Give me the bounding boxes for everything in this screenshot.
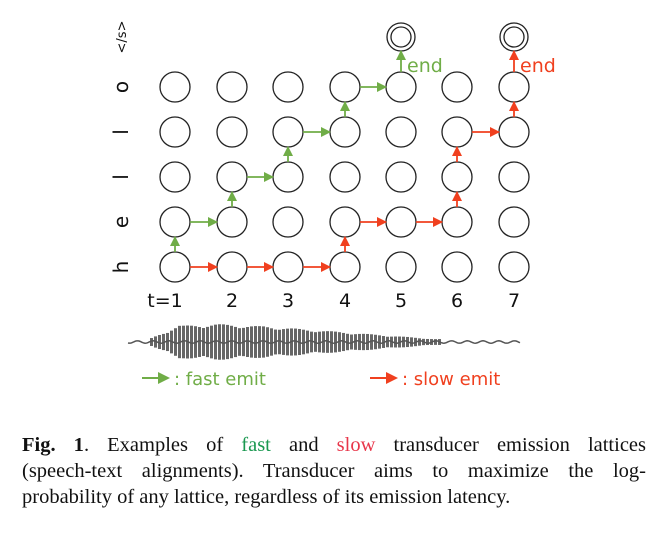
slow-emit-path: end	[190, 50, 556, 272]
end-nodes	[386, 22, 529, 52]
end-node-inner	[390, 26, 412, 48]
time-label: 3	[282, 290, 294, 312]
time-label: 6	[451, 290, 463, 312]
lattice-node	[329, 251, 361, 283]
lattice-node	[159, 71, 191, 103]
row-label: l	[109, 129, 133, 135]
lattice-node	[385, 161, 417, 193]
row-label: </s>	[115, 21, 130, 54]
time-label: t=1	[147, 290, 182, 312]
lattice-node	[498, 116, 530, 148]
time-label: 4	[339, 290, 351, 312]
lattice-node	[272, 71, 304, 103]
lattice-node	[441, 71, 473, 103]
legend-slow-label: : slow emit	[402, 369, 500, 390]
lattice-node	[329, 206, 361, 238]
fast-emit-path: end	[170, 50, 443, 252]
lattice-node	[272, 206, 304, 238]
lattice-diagram: h e l l o </s> end end t=1 2 3 4 5 6 7 : fast emit …	[109, 21, 556, 390]
lattice-node	[441, 206, 473, 238]
lattice-node	[272, 161, 304, 193]
row-label: e	[109, 216, 133, 228]
caption-line-2: (speech-text alignments). Transducer aim…	[22, 460, 646, 482]
time-label: 7	[508, 290, 520, 312]
lattice-node	[216, 116, 248, 148]
lattice-node	[329, 116, 361, 148]
lattice-node	[159, 251, 191, 283]
caption-fast-word: fast	[241, 434, 271, 456]
caption-text: and	[270, 434, 337, 456]
fast-arrowhead-icon	[158, 372, 170, 384]
lattice-node	[329, 161, 361, 193]
slow-arrowhead-icon	[386, 372, 398, 384]
row-labels: h e l l o </s>	[109, 21, 133, 274]
figure-number: Fig. 1	[22, 434, 84, 456]
legend-fast-label: : fast emit	[174, 369, 266, 390]
time-label: 2	[226, 290, 238, 312]
lattice-node	[498, 251, 530, 283]
lattice-node	[498, 161, 530, 193]
legend-fast: : fast emit	[142, 369, 266, 390]
end-label: end	[520, 55, 556, 77]
lattice-node	[498, 206, 530, 238]
row-label: h	[109, 261, 133, 274]
legend-slow: : slow emit	[370, 369, 500, 390]
lattice-node	[159, 161, 191, 193]
lattice-node	[441, 161, 473, 193]
lattice-node	[385, 206, 417, 238]
speech-waveform-icon	[127, 324, 521, 360]
lattice-node	[272, 116, 304, 148]
lattice-node	[216, 206, 248, 238]
lattice-node	[216, 161, 248, 193]
row-label: l	[109, 174, 133, 180]
time-axis-labels: t=1 2 3 4 5 6 7	[147, 290, 520, 312]
lattice-node	[385, 116, 417, 148]
lattice-node	[441, 116, 473, 148]
row-label: o	[109, 81, 133, 93]
caption-slow-word: slow	[336, 434, 376, 456]
lattice-node	[216, 71, 248, 103]
time-label: 5	[395, 290, 407, 312]
caption-line-3: probability of any lattice, regardless o…	[22, 486, 511, 508]
lattice-node	[272, 251, 304, 283]
end-node-inner	[503, 26, 525, 48]
lattice-nodes	[159, 71, 530, 283]
lattice-node	[159, 206, 191, 238]
lattice-node	[329, 71, 361, 103]
lattice-node	[159, 116, 191, 148]
caption-text: transducer emission lattices	[375, 434, 647, 456]
end-label: end	[407, 55, 443, 77]
caption-line-1: Fig. 1. Examples of fast and slow transd…	[22, 432, 646, 458]
legend: : fast emit : slow emit	[142, 369, 500, 390]
figure-caption: Fig. 1. Examples of fast and slow transd…	[22, 432, 646, 510]
lattice-node	[385, 251, 417, 283]
caption-text: . Examples of	[83, 434, 242, 456]
lattice-node	[216, 251, 248, 283]
lattice-node	[441, 251, 473, 283]
